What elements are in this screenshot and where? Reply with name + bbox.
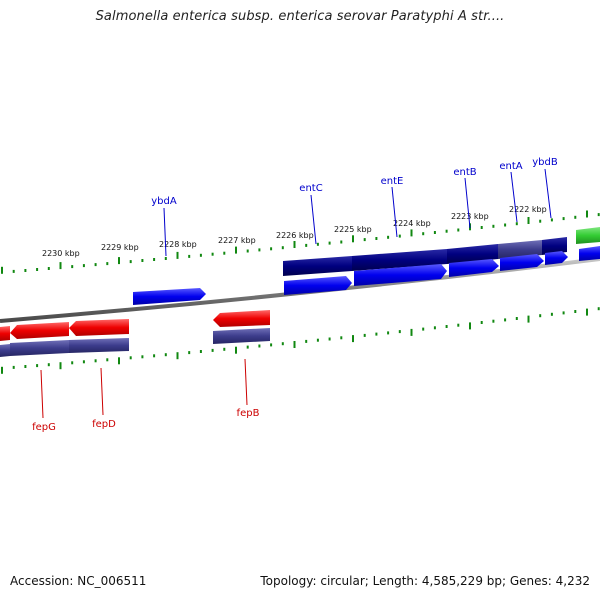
leader-entB [464, 177, 471, 229]
scale-label: 2228 kbp [159, 240, 197, 249]
gene-label-fepD[interactable]: fepD [92, 419, 116, 430]
cds-ybdB[interactable] [545, 251, 568, 265]
label-leaders [40, 168, 552, 419]
feature-left-edge[interactable] [0, 344, 10, 357]
cds-entC[interactable] [284, 276, 352, 295]
scale-label: 2222 kbp [509, 205, 547, 214]
cds-entA[interactable] [500, 254, 544, 271]
cds-entB[interactable] [449, 259, 499, 277]
leader-fepD [100, 367, 104, 416]
scale-label: 2230 kbp [42, 249, 80, 258]
gene-label-fepG[interactable]: fepG [32, 422, 56, 433]
feature-fepB[interactable] [213, 328, 270, 344]
scale-ring-inner [1, 307, 600, 374]
leader-entC [310, 194, 317, 245]
feature-rna[interactable] [576, 227, 600, 244]
leader-ybdB [544, 168, 552, 219]
scale-labels: 2230 kbp 2229 kbp 2228 kbp 2227 kbp 2226… [42, 205, 547, 258]
scale-label: 2226 kbp [276, 231, 314, 240]
cds-entE[interactable] [354, 264, 447, 286]
cds-right-edge[interactable] [579, 246, 600, 261]
accession-text: Accession: NC_006511 [10, 574, 147, 588]
gene-label-entE[interactable]: entE [381, 176, 404, 187]
leader-entE [391, 186, 398, 238]
feature-fepD[interactable] [69, 338, 129, 353]
cds-fepG[interactable] [10, 322, 69, 339]
gene-label-entA[interactable]: entA [499, 161, 522, 172]
gene-label-ybdA[interactable]: ybdA [151, 196, 177, 207]
feature-entA[interactable] [498, 240, 542, 259]
forward-cds-track [133, 246, 600, 305]
feature-ybdB[interactable] [542, 237, 567, 255]
gene-labels: ybdA entC entE entB entA ybdB fepG fepD … [32, 157, 558, 433]
gene-label-ybdB[interactable]: ybdB [532, 157, 558, 168]
scale-label: 2229 kbp [101, 243, 139, 252]
gene-label-entC[interactable]: entC [299, 183, 322, 194]
feature-entC[interactable] [283, 256, 352, 276]
cds-ybdA[interactable] [133, 288, 206, 305]
scale-label: 2225 kbp [334, 225, 372, 234]
cds-fepB[interactable] [213, 310, 270, 327]
cds-fepD[interactable] [69, 319, 129, 336]
cds-left-edge[interactable] [0, 326, 10, 341]
scale-label: 2223 kbp [451, 212, 489, 221]
leader-fepB [244, 358, 248, 406]
reverse-feature-track [0, 328, 270, 357]
leader-fepG [40, 369, 44, 419]
leader-entA [510, 171, 518, 223]
scale-label: 2224 kbp [393, 219, 431, 228]
feature-entB[interactable] [447, 244, 498, 264]
map-title: Salmonella enterica subsp. enterica sero… [95, 9, 505, 24]
scale-label: 2227 kbp [218, 236, 256, 245]
gene-label-fepB[interactable]: fepB [237, 408, 260, 419]
leader-ybdA [163, 207, 167, 257]
scale-ring-outer [1, 210, 600, 274]
gene-label-entB[interactable]: entB [453, 167, 476, 178]
feature-fepG[interactable] [10, 340, 69, 356]
reverse-cds-track [0, 310, 270, 341]
topology-info: Topology: circular; Length: 4,585,229 bp… [260, 574, 590, 588]
